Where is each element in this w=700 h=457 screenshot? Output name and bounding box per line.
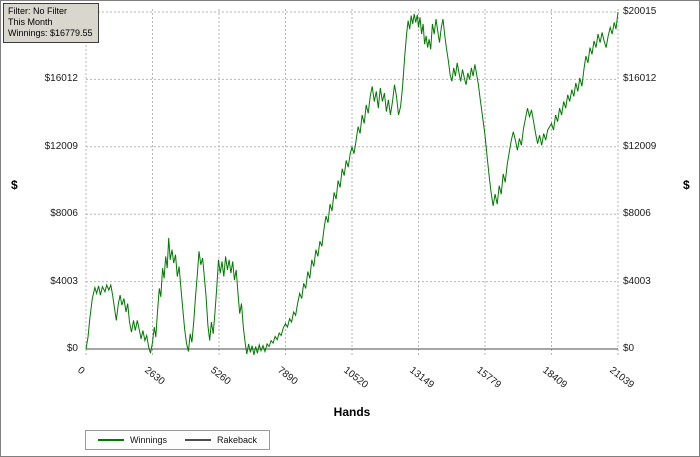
- y-axis-title-right: $: [683, 178, 690, 192]
- y-tick-label-left: $4003: [50, 275, 78, 287]
- legend-entry-winnings: Winnings: [98, 435, 167, 445]
- y-tick-label-right: $20015: [623, 6, 657, 17]
- y-tick-label-left: $8006: [50, 208, 78, 220]
- y-tick-label-right: $12009: [623, 140, 657, 152]
- legend-label-rakeback: Rakeback: [217, 435, 258, 445]
- x-axis-title: Hands: [333, 405, 371, 419]
- y-tick-label-left: $12009: [44, 140, 78, 152]
- y-tick-label-right: $0: [623, 343, 635, 354]
- series-line-winnings: [85, 11, 619, 356]
- y-tick-label-right: $4003: [623, 275, 651, 287]
- y-tick-label-right: $16012: [623, 73, 657, 85]
- legend-label-winnings: Winnings: [130, 435, 168, 445]
- winnings-line: Winnings: $16779.55: [8, 28, 93, 38]
- y-tick-label-right: $8006: [623, 208, 651, 220]
- period-line: This Month: [8, 17, 53, 27]
- legend-entry-rakeback: Rakeback: [185, 435, 257, 445]
- legend: Winnings Rakeback: [85, 430, 271, 450]
- y-tick-label-left: $0: [66, 343, 78, 354]
- filter-line: Filter: No Filter: [8, 6, 68, 16]
- rakeback-line-swatch: [185, 439, 212, 441]
- winnings-line-swatch: [98, 439, 124, 441]
- y-tick-label-left: $16012: [44, 73, 78, 85]
- filter-info-box: Filter: No Filter This Month Winnings: $…: [3, 3, 99, 43]
- y-axis-title-left: $: [11, 178, 18, 192]
